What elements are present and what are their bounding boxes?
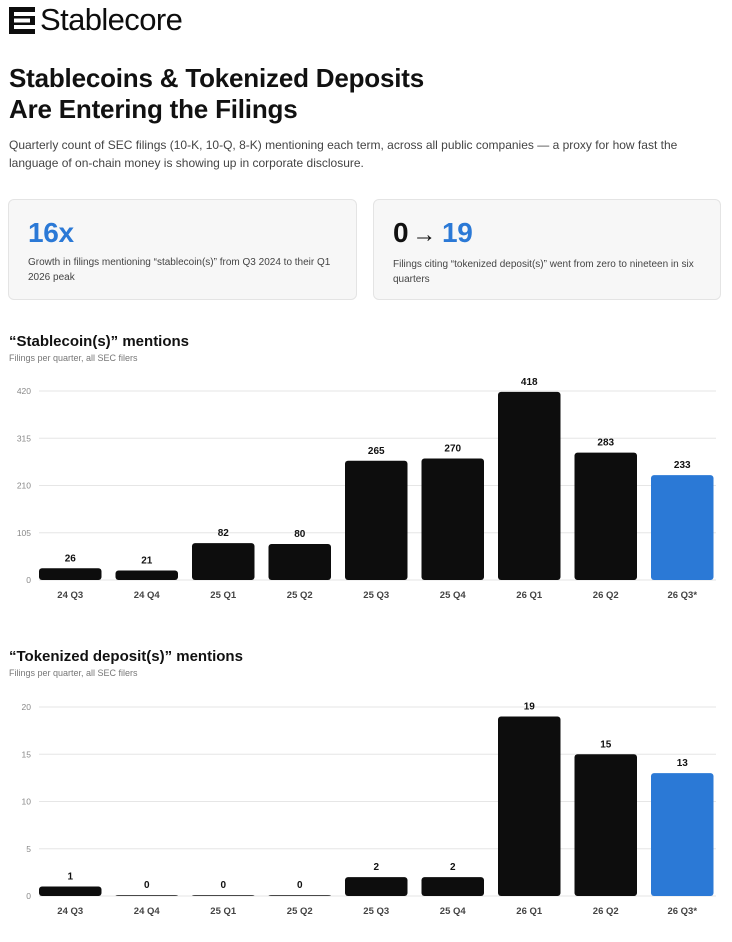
bar (574, 452, 637, 580)
x-category-label: 26 Q2 (593, 590, 619, 601)
tokenized-deposit-bar-chart: 0 5 10 15 20 1 24 Q3 0 24 Q4 0 25 Q1 0 25 Q2 2 25 Q3 2 2… (22, 701, 716, 917)
x-category-label: 24 Q3 (57, 906, 83, 917)
y-tick-label: 15 (22, 749, 32, 759)
bar (345, 460, 408, 580)
bar (498, 716, 561, 896)
stat-growth-number: 16x (28, 217, 74, 248)
page-title: Stablecoins & Tokenized Deposits Are Ent… (9, 63, 529, 125)
y-tick-label: 210 (17, 481, 31, 491)
bar-value-label: 19 (524, 701, 536, 712)
x-category-label: 25 Q1 (210, 590, 237, 601)
x-category-label: 25 Q4 (440, 906, 467, 917)
x-category-label: 26 Q3* (667, 906, 697, 917)
stat-to-number: 19 (441, 217, 473, 248)
chart-title-tokenized: “Tokenized deposit(s)” mentions (9, 648, 243, 665)
stat-from-number: 0 (393, 217, 409, 248)
x-category-label: 25 Q3 (363, 590, 389, 601)
x-category-label: 25 Q2 (287, 906, 313, 917)
bar-value-label: 283 (597, 438, 614, 449)
x-category-label: 25 Q4 (440, 590, 467, 601)
x-category-label: 24 Q4 (134, 906, 161, 917)
chart-subtitle-stablecoin: Filings per quarter, all SEC filers (9, 353, 138, 363)
bar-value-label: 82 (218, 528, 230, 539)
y-tick-label: 5 (26, 844, 31, 854)
x-category-label: 26 Q3* (667, 590, 697, 601)
x-category-label: 25 Q2 (287, 590, 313, 601)
y-tick-label: 105 (17, 528, 31, 538)
bar (115, 895, 178, 896)
page-title-line-2: Are Entering the Filings (9, 94, 298, 124)
bar (268, 544, 331, 580)
chart-subtitle-tokenized: Filings per quarter, all SEC filers (9, 668, 138, 678)
brand-logo: Stablecore (9, 2, 183, 37)
bar (421, 877, 484, 896)
bar-value-label: 1 (67, 872, 73, 883)
brand-name: Stablecore (40, 2, 183, 37)
stablecore-logo-icon (9, 6, 35, 34)
bar (498, 391, 561, 580)
x-category-label: 26 Q2 (593, 906, 619, 917)
bar-value-label: 21 (141, 556, 153, 567)
bar-value-label: 265 (368, 446, 385, 457)
y-tick-label: 20 (22, 702, 32, 712)
page-subtitle: Quarterly count of SEC filings (10-K, 10… (9, 138, 678, 170)
bar (39, 568, 102, 580)
bar-value-label: 80 (294, 529, 306, 540)
bar (192, 543, 255, 580)
bar (192, 895, 255, 896)
bar (574, 754, 637, 896)
bar-value-label: 2 (450, 862, 456, 873)
page-title-line-1: Stablecoins & Tokenized Deposits (9, 63, 424, 93)
stat-description-tokenized: Filings citing “tokenized deposit(s)” we… (393, 259, 694, 285)
bar-value-label: 0 (220, 880, 226, 891)
bar-value-label: 270 (444, 444, 461, 455)
x-category-label: 26 Q1 (516, 590, 543, 601)
stat-value-tokenized: 0 → 19 (393, 216, 701, 252)
chart-title-stablecoin: “Stablecoin(s)” mentions (9, 333, 190, 350)
stat-card-growth: 16x Growth in filings mentioning “stable… (8, 199, 357, 300)
bar-value-label: 26 (65, 553, 77, 564)
x-category-label: 25 Q1 (210, 906, 237, 917)
bar-value-label: 15 (600, 739, 612, 750)
stat-description-growth: Growth in filings mentioning “stablecoin… (28, 257, 331, 283)
bar (651, 475, 714, 580)
x-category-label: 26 Q1 (516, 906, 543, 917)
bar-value-label: 0 (297, 880, 303, 891)
bar-value-label: 2 (373, 862, 379, 873)
x-category-label: 24 Q3 (57, 590, 83, 601)
bar (421, 458, 484, 580)
arrow-right-icon: → (412, 221, 436, 248)
stablecoin-bar-chart: 0 105 210 315 420 26 24 Q3 21 24 Q4 82 25 Q1 80 25 Q… (17, 377, 716, 601)
bar-value-label: 418 (521, 377, 538, 388)
bar-value-label: 233 (674, 460, 691, 471)
y-tick-label: 0 (26, 891, 31, 901)
y-tick-label: 10 (22, 797, 32, 807)
bar-value-label: 13 (677, 758, 689, 769)
bar (651, 773, 714, 896)
x-category-label: 24 Q4 (134, 590, 161, 601)
y-tick-label: 0 (26, 575, 31, 585)
bar-value-label: 0 (144, 880, 150, 891)
y-tick-label: 315 (17, 433, 31, 443)
stat-value-growth: 16x (28, 216, 337, 250)
bar (115, 570, 178, 580)
x-category-label: 25 Q3 (363, 906, 389, 917)
bar (268, 895, 331, 896)
y-tick-label: 420 (17, 386, 31, 396)
stat-card-tokenized: 0 → 19 Filings citing “tokenized deposit(s… (373, 199, 721, 300)
bar (345, 877, 408, 896)
bar (39, 886, 102, 896)
